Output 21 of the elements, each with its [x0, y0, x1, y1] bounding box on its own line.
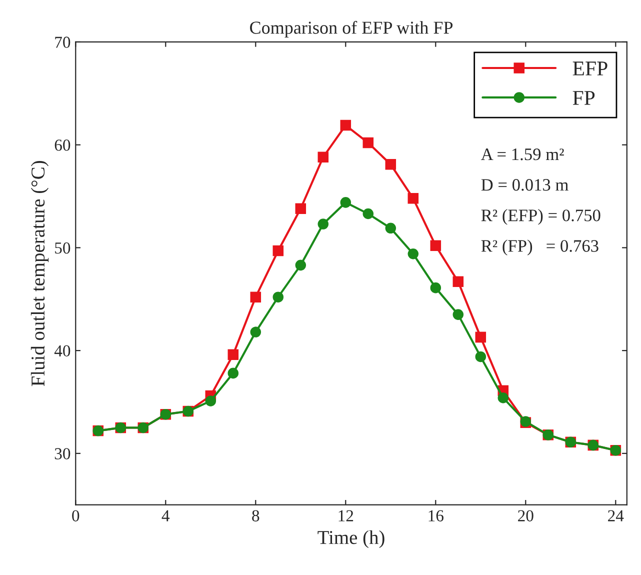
y-tick-label: 70	[55, 36, 70, 48]
x-tick-label: 8	[252, 510, 260, 522]
annotation: R² (EFP) = 0.750	[481, 209, 600, 225]
x-tick-label: 20	[518, 510, 534, 522]
x-tick-label: 16	[428, 510, 444, 522]
chart-title: Comparison of EFP with FP	[250, 20, 453, 38]
y-axis-title: Fluid outlet temperature (°C)	[30, 161, 49, 386]
x-tick-label: 12	[338, 510, 354, 522]
x-tick-label: 0	[72, 510, 80, 522]
annotation: A = 1.59 m²	[480, 148, 564, 160]
y-tick-label: 30	[54, 448, 70, 460]
y-tick-label: 60	[54, 140, 70, 151]
y-tick-label: 40	[54, 345, 70, 357]
x-tick-label: 4	[162, 510, 170, 522]
x-axis-title: Time (h)	[318, 530, 384, 548]
annotation: D = 0.013 m	[481, 179, 568, 191]
x-tick-label: 24	[608, 510, 624, 522]
y-tick-label: 50	[55, 242, 70, 254]
annotation: R² (FP) = 0.763	[481, 240, 598, 256]
legend-label: EFP	[572, 62, 608, 76]
legend-label: FP	[572, 91, 595, 105]
